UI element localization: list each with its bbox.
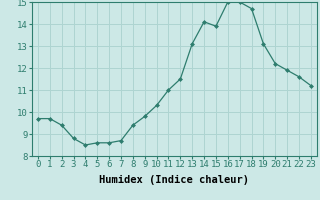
X-axis label: Humidex (Indice chaleur): Humidex (Indice chaleur) xyxy=(100,175,249,185)
